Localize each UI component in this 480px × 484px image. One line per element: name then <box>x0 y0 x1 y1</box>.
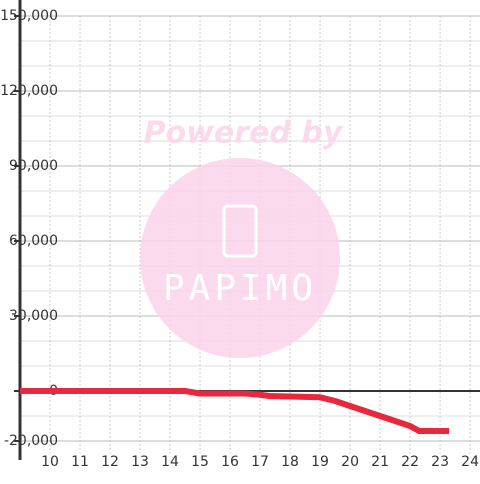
watermark-text: Powered by <box>144 116 344 151</box>
x-tick-label: 11 <box>71 454 89 470</box>
x-tick-label: 16 <box>221 454 239 470</box>
x-tick-label: 20 <box>341 454 359 470</box>
x-tick-label: 23 <box>431 454 449 470</box>
y-tick-label: 90,000 <box>9 158 58 174</box>
x-tick-label: 17 <box>251 454 269 470</box>
watermark-logo: PAPIMO <box>163 268 317 309</box>
watermark-phone <box>222 204 258 258</box>
x-tick-label: 13 <box>131 454 149 470</box>
x-tick-label: 14 <box>161 454 179 470</box>
y-tick-label: -20,000 <box>4 433 58 449</box>
y-tick-label: 60,000 <box>9 233 58 249</box>
watermark-circle <box>140 158 340 358</box>
y-tick-label: 150,000 <box>0 8 58 24</box>
x-tick-label: 21 <box>371 454 389 470</box>
y-tick-label: 120,000 <box>0 83 58 99</box>
x-tick-label: 10 <box>41 454 59 470</box>
x-tick-label: 15 <box>191 454 209 470</box>
y-tick-label: 30,000 <box>9 308 58 324</box>
plot: -20,000030,00060,00090,000120,000150,000… <box>0 0 479 470</box>
watermark: Powered by PAPIMO <box>140 116 344 358</box>
x-tick-label: 18 <box>281 454 299 470</box>
x-tick-label: 19 <box>311 454 329 470</box>
x-tick-label: 22 <box>401 454 419 470</box>
x-tick-label: 24 <box>461 454 479 470</box>
line-series <box>20 388 450 434</box>
x-tick-label: 12 <box>101 454 119 470</box>
